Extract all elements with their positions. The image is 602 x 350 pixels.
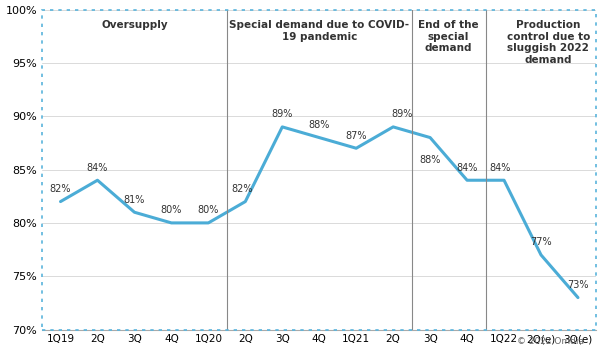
Text: © 2022 Omdia: © 2022 Omdia [517,337,584,346]
Text: 80%: 80% [197,205,219,216]
Text: 84%: 84% [489,163,511,173]
Text: 87%: 87% [346,131,367,141]
Text: Oversupply: Oversupply [101,20,168,30]
Text: 80%: 80% [161,205,182,216]
Text: 81%: 81% [124,195,145,205]
Text: Special demand due to COVID-
19 pandemic: Special demand due to COVID- 19 pandemic [229,20,409,42]
Text: End of the
special
demand: End of the special demand [418,20,479,54]
Text: 88%: 88% [420,155,441,164]
Text: Production
control due to
sluggish 2022
demand: Production control due to sluggish 2022 … [507,20,590,65]
Text: 84%: 84% [87,163,108,173]
Text: 89%: 89% [272,110,293,119]
Text: 82%: 82% [50,184,71,194]
Text: 89%: 89% [392,110,413,119]
Text: 84%: 84% [456,163,478,173]
Text: 77%: 77% [530,237,552,247]
Text: 88%: 88% [309,120,330,130]
Text: 82%: 82% [231,184,252,194]
Text: 73%: 73% [567,280,589,290]
